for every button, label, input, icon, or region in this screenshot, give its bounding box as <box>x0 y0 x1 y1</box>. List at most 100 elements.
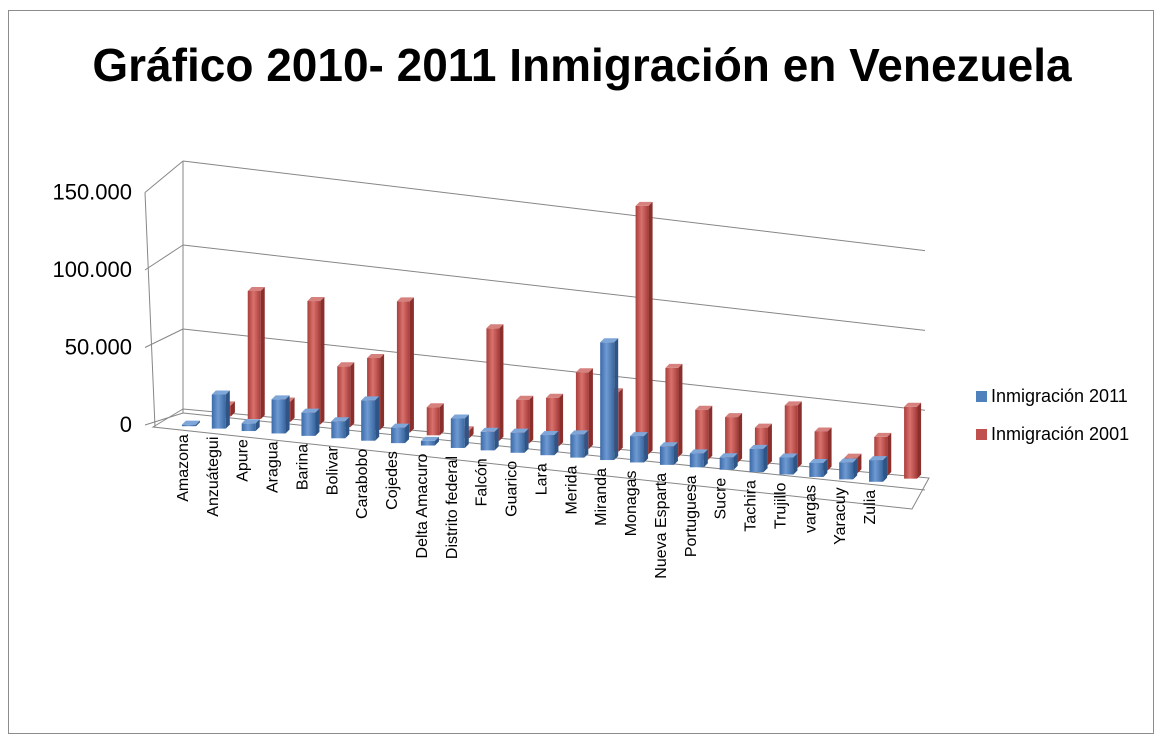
bar-2001-top <box>784 401 802 406</box>
xtick-label: Tachira <box>743 480 760 532</box>
bar-2001-top <box>396 297 414 302</box>
bar-2011 <box>630 436 645 463</box>
bar-2001 <box>337 366 351 428</box>
bar-2011-top <box>480 427 499 432</box>
bar-2001-top <box>754 423 772 428</box>
gridline-side <box>144 412 184 426</box>
bar-2011-top <box>391 423 410 428</box>
bar-2001-side <box>827 427 832 471</box>
bar-2001-side <box>917 402 922 479</box>
bar-2011-top <box>450 414 469 419</box>
bar-2011 <box>659 446 674 465</box>
bar-2011 <box>301 412 316 436</box>
bar-2011-side <box>195 420 200 427</box>
bar-2001-side <box>648 201 653 455</box>
bar-2011-side <box>434 436 439 446</box>
bar-2001-top <box>695 405 713 410</box>
bar-2001 <box>784 405 798 468</box>
bar-2011 <box>839 462 854 480</box>
bar-2011-side <box>524 428 529 453</box>
bar-2011-side <box>853 458 858 480</box>
bar-2011-top <box>630 432 649 437</box>
bar-2011-top <box>779 453 798 458</box>
bar-2011 <box>689 453 704 468</box>
gridline-side <box>144 244 184 271</box>
bar-2011 <box>540 435 555 456</box>
legend-swatch <box>976 391 987 402</box>
bar-2001-top <box>725 413 743 418</box>
bar-2011-top <box>181 420 200 425</box>
bar-2011 <box>570 434 585 458</box>
xtick-label: Apure <box>235 439 252 482</box>
bar-2011-side <box>673 442 678 465</box>
bar-2011 <box>749 448 764 473</box>
bar-2011-top <box>420 436 439 441</box>
bar-2001-side <box>767 423 772 466</box>
bar-2001-side <box>857 453 862 474</box>
bar-2011-top <box>659 442 678 447</box>
bar-2011 <box>361 400 376 441</box>
bar-2011-top <box>570 430 589 435</box>
bar-2001 <box>307 301 321 425</box>
bar-2001-top <box>516 395 534 400</box>
bar-2001 <box>725 417 739 463</box>
xtick-label: Nueva Esparta <box>653 473 670 579</box>
bar-2011-top <box>749 444 768 449</box>
bar-2001-top <box>367 354 385 359</box>
bar-2001-side <box>409 297 414 433</box>
ytick-label: 0 <box>120 412 132 437</box>
bar-2001-top <box>546 393 564 398</box>
bar-2011-side <box>793 453 798 475</box>
bar-2011-top <box>510 428 529 433</box>
bar-2011 <box>211 394 226 429</box>
bar-2001-top <box>486 324 504 329</box>
xtick-label: Monagas <box>623 470 640 536</box>
bar-2011-side <box>703 449 708 468</box>
bar-2001-side <box>439 403 444 436</box>
bar-2001-top <box>904 402 922 407</box>
bar-2011-top <box>271 395 290 400</box>
bar-2001 <box>575 372 589 449</box>
bar-2011 <box>420 440 435 446</box>
bar-2001-top <box>814 427 832 432</box>
bar-2001-side <box>380 354 385 430</box>
bar-2001-side <box>618 388 623 452</box>
xtick-label: Sucre <box>713 478 730 520</box>
bar-2001 <box>396 301 410 433</box>
bar-2001-side <box>350 362 355 428</box>
bar-2011-top <box>839 458 858 463</box>
bar-2001-side <box>260 286 265 420</box>
xtick-label: Anzuátegui <box>205 437 222 517</box>
bar-2011-side <box>345 417 350 439</box>
bar-2011-top <box>689 449 708 454</box>
bar-2001-top <box>426 403 444 408</box>
bar-2011-side <box>883 456 888 482</box>
bar-2001-top <box>337 362 355 367</box>
xtick-label: Cojedes <box>384 451 401 510</box>
bar-2011-side <box>494 427 499 451</box>
bar-2001-top <box>844 453 862 458</box>
bar-2001-top <box>635 201 653 206</box>
bar-2001 <box>426 407 440 436</box>
bar-2001-side <box>708 405 713 460</box>
bar-2011 <box>241 423 256 432</box>
legend-label: Inmigración 2001 <box>991 424 1129 444</box>
xtick-label: Aragua <box>265 441 282 493</box>
bar-2011-side <box>285 395 290 434</box>
bar-2011 <box>391 427 406 444</box>
bar-2001-side <box>678 363 683 457</box>
bar-2001-top <box>665 363 683 368</box>
xtick-label: vargas <box>802 485 819 533</box>
bar-2001-side <box>588 368 593 449</box>
xtick-label: Miranda <box>593 468 610 526</box>
bar-2011-side <box>225 390 230 429</box>
bar-2001 <box>635 205 649 455</box>
bar-2011-side <box>733 453 738 470</box>
ytick-label: 50.000 <box>65 335 132 360</box>
xtick-label: Portuguesa <box>683 475 700 557</box>
bar-2011 <box>809 463 824 477</box>
bar-2001-side <box>499 324 504 441</box>
bar-2011 <box>510 432 525 453</box>
floor <box>151 408 930 510</box>
